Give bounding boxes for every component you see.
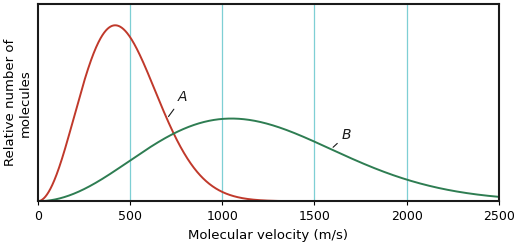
X-axis label: Molecular velocity (m/s): Molecular velocity (m/s) [188, 229, 348, 242]
Y-axis label: Relative number of
molecules: Relative number of molecules [4, 39, 32, 166]
Text: B: B [333, 128, 351, 147]
Text: A: A [169, 90, 187, 117]
